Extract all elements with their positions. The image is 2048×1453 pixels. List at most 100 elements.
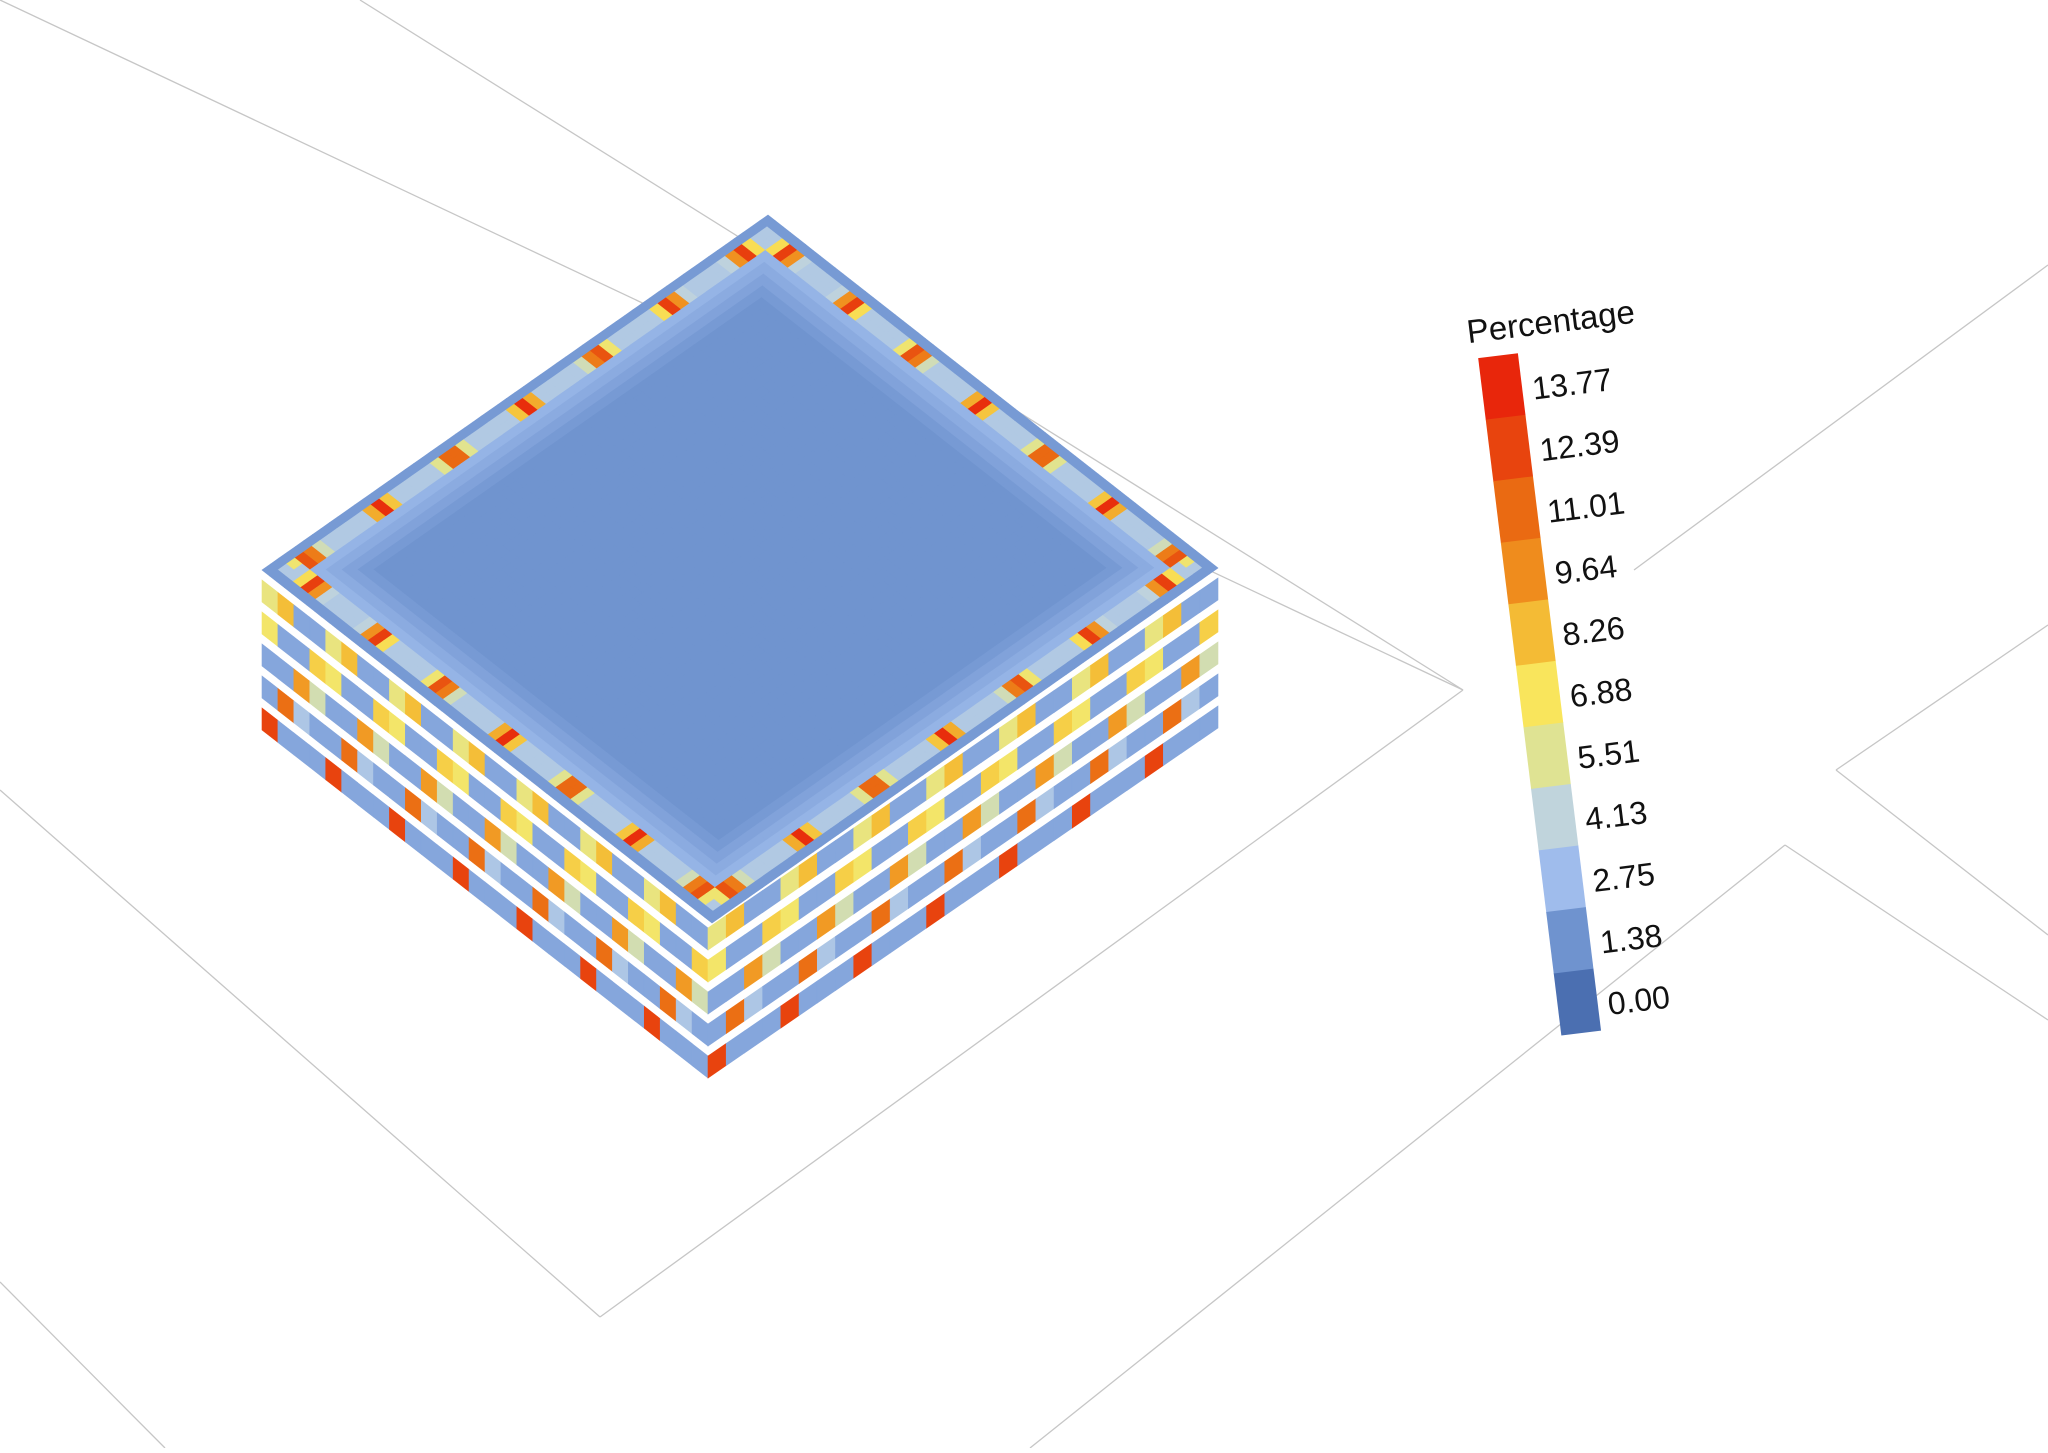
side-face-cell xyxy=(691,978,709,1015)
side-face-cell xyxy=(628,929,645,965)
side-face-cell xyxy=(1053,773,1073,810)
side-face-cell xyxy=(277,623,295,660)
side-face-cell xyxy=(309,680,327,717)
legend-tick-label: 12.39 xyxy=(1538,423,1622,468)
side-face-cell xyxy=(596,872,613,909)
legend-tick-label: 11.01 xyxy=(1545,484,1627,529)
side-face-cell xyxy=(1108,671,1128,708)
side-face-cell xyxy=(468,868,486,905)
layer-side-faces xyxy=(261,577,1219,1079)
side-face-cell xyxy=(908,841,927,878)
side-face-cell xyxy=(420,767,438,804)
side-face-cell xyxy=(816,967,836,1004)
side-face-cell xyxy=(484,753,502,790)
side-face-cell xyxy=(293,604,311,640)
side-face-cell xyxy=(309,648,327,685)
side-face-cell xyxy=(816,871,836,908)
legend-color-segment xyxy=(1515,660,1564,728)
side-face-cell xyxy=(926,892,946,929)
side-face-cell xyxy=(691,1010,709,1047)
side-face-cell xyxy=(1126,691,1146,728)
legend-color-segment xyxy=(1500,537,1549,605)
side-face-cell xyxy=(707,946,727,983)
side-face-cell xyxy=(962,739,982,776)
side-face-cell xyxy=(999,746,1018,783)
side-face-cell xyxy=(725,1030,745,1067)
side-face-cell xyxy=(580,859,597,896)
legend-title: Percentage xyxy=(1465,293,1637,350)
side-face-cell xyxy=(853,942,873,979)
legend-color-segment xyxy=(1508,599,1556,667)
side-face-cell xyxy=(744,921,763,958)
side-face-cell xyxy=(309,616,327,653)
side-face-cell xyxy=(889,853,909,890)
side-face-cell xyxy=(780,960,800,997)
side-face-cell xyxy=(643,877,661,914)
side-face-cell xyxy=(999,714,1018,751)
side-face-cell xyxy=(420,831,438,868)
side-face-cell xyxy=(341,737,358,774)
side-face-cell xyxy=(1199,577,1219,614)
side-face-cell xyxy=(516,842,534,878)
side-face-cell xyxy=(405,819,422,855)
side-face-cell xyxy=(999,810,1018,847)
background-line xyxy=(1029,844,1786,1449)
side-face-cell xyxy=(548,899,565,935)
side-face-cell xyxy=(780,928,800,965)
side-face-cell xyxy=(762,1005,782,1042)
side-face-cell xyxy=(357,749,374,786)
side-face-cell xyxy=(261,579,279,616)
side-face-cell xyxy=(1126,627,1146,664)
side-face-cell xyxy=(1181,589,1201,626)
side-face-cell xyxy=(1108,735,1128,772)
side-face-cell xyxy=(853,878,873,915)
side-face-cell xyxy=(373,762,390,799)
side-face-cell xyxy=(1163,698,1182,735)
side-face-cell xyxy=(1035,753,1055,790)
side-face-cell xyxy=(1144,742,1164,779)
side-face-cell xyxy=(261,707,279,744)
side-face-cell xyxy=(293,668,311,704)
side-face-cell xyxy=(1053,709,1073,746)
side-face-cell xyxy=(261,643,279,680)
side-face-cell xyxy=(1163,634,1182,671)
side-face-cell xyxy=(325,629,342,665)
side-face-cell xyxy=(548,803,565,839)
side-face-cell xyxy=(1199,641,1219,678)
side-face-cell xyxy=(484,817,502,854)
side-face-cell xyxy=(1163,666,1182,703)
side-face-cell xyxy=(373,730,390,767)
side-face-cell xyxy=(1071,664,1091,701)
side-face-cell xyxy=(484,881,502,918)
side-face-cell xyxy=(532,918,550,955)
side-face-cell xyxy=(341,705,358,742)
side-face-cell xyxy=(944,880,964,917)
legend-color-segment xyxy=(1485,414,1534,482)
side-face-cell xyxy=(707,1042,727,1079)
side-face-cell xyxy=(1126,755,1146,792)
legend-tick-label: 5.51 xyxy=(1575,733,1641,776)
side-face-cell xyxy=(853,910,873,947)
side-face-cell xyxy=(516,874,534,910)
side-face-cell xyxy=(725,966,745,1003)
top-layer-heatmap xyxy=(261,214,1219,924)
side-face-cell xyxy=(659,890,677,926)
legend-tick-label: 4.13 xyxy=(1583,794,1649,837)
side-face-cell xyxy=(580,891,597,928)
side-face-cell xyxy=(1017,830,1037,867)
side-face-cell xyxy=(325,725,342,761)
side-face-cell xyxy=(1071,728,1091,765)
side-face-cell xyxy=(1053,677,1073,714)
side-face-cell xyxy=(1126,659,1146,696)
legend-tick-label: 1.38 xyxy=(1598,917,1664,960)
side-face-cell xyxy=(420,703,438,740)
side-face-cell xyxy=(516,778,534,814)
side-face-cell xyxy=(962,771,982,808)
side-face-cell xyxy=(596,840,613,877)
side-face-cell xyxy=(612,884,629,921)
legend-color-segment xyxy=(1478,353,1526,421)
side-face-cell xyxy=(962,835,982,872)
legend-color-segment xyxy=(1553,968,1602,1036)
side-face-cell xyxy=(468,772,486,809)
side-face-cell xyxy=(452,760,470,797)
